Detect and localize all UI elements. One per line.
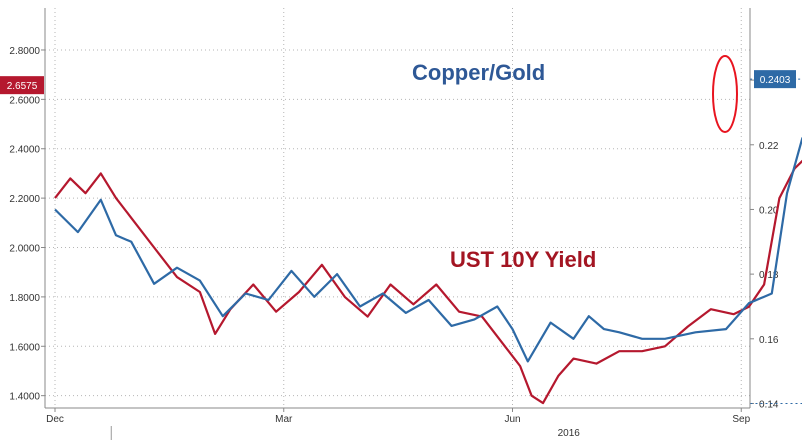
year-label: 2016 [558, 428, 581, 439]
copper-gold-line [54, 136, 802, 363]
ust-last-value-tag [0, 76, 44, 95]
axes: 1.4000 1.6000 1.8000 2.0000 2.2000 2.4000 2.60… [9, 8, 779, 440]
gridlines [45, 8, 750, 408]
right-tick-label: 0.16 [759, 335, 779, 346]
right-tick-label: 0.18 [759, 270, 779, 281]
ust-10y-yield-line [54, 159, 802, 405]
series-lines [54, 136, 802, 405]
x-tick-label: Dec [46, 414, 64, 425]
left-tick-label: 2.6000 [9, 95, 40, 106]
left-tick-label: 1.4000 [9, 392, 40, 403]
left-tick-label: 1.8000 [9, 293, 40, 304]
left-tick-label: 2.4000 [9, 145, 40, 156]
x-tick-label: Sep [732, 414, 750, 425]
highlight-circle [712, 55, 738, 133]
left-tick-label: 1.6000 [9, 342, 40, 353]
copper-gold-label: Copper/Gold [412, 60, 545, 85]
ust-last-value: 2.6575 [7, 81, 38, 92]
left-tick-label: 2.0000 [9, 244, 40, 255]
x-tick-label: Jun [504, 414, 520, 425]
right-tick-label: 0.20 [759, 205, 779, 216]
value-tags: 2.6575 0.2403 [0, 70, 802, 404]
ust-10y-label: UST 10Y Yield [450, 247, 596, 272]
left-tick-label: 2.2000 [9, 194, 40, 205]
copper-gold-last-value-tag [754, 70, 796, 89]
right-tick-label: 0.14 [759, 399, 779, 410]
copper-gold-last-value: 0.2403 [760, 75, 791, 86]
x-tick-label: Mar [275, 414, 293, 425]
left-tick-label: 2.8000 [9, 46, 40, 57]
right-tick-label: 0.22 [759, 141, 779, 152]
